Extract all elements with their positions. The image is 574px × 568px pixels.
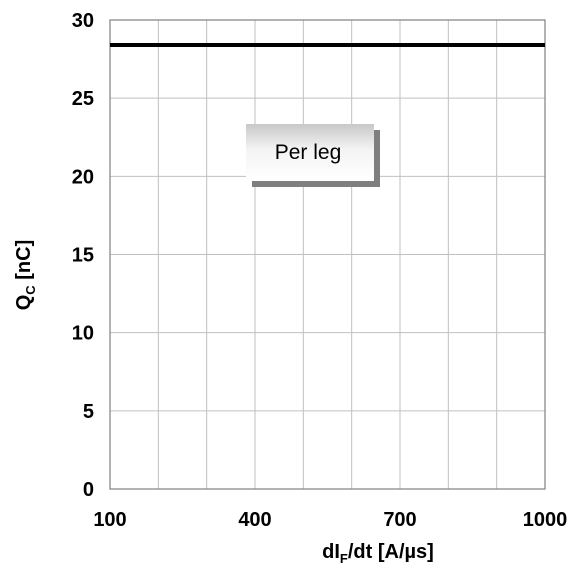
y-tick-label: 0 [83, 479, 94, 501]
x-tick-label: 100 [93, 509, 126, 531]
x-tick-label: 700 [383, 509, 416, 531]
y-tick-label: 20 [72, 166, 94, 188]
y-tick-label: 25 [72, 88, 94, 110]
annotation-box: Per leg [246, 124, 380, 187]
y-tick-label: 10 [72, 323, 94, 345]
x-axis-title: dIF/dt [A/µs] [322, 541, 434, 566]
y-tick-labels: 0 5 10 15 20 25 30 [72, 10, 94, 501]
x-tick-labels: 100 400 700 1000 [93, 509, 567, 531]
x-tick-label: 400 [238, 509, 271, 531]
plot-area-frame [109, 19, 546, 490]
annotation-text: Per leg [275, 141, 342, 164]
x-tick-label: 1000 [523, 509, 568, 531]
annotation-body [246, 124, 374, 181]
y-tick-label: 30 [72, 10, 94, 32]
y-tick-label: 5 [83, 401, 94, 423]
y-axis-title: QC [nC] [13, 240, 38, 311]
y-tick-label: 15 [72, 245, 94, 267]
grid-lines [109, 19, 546, 490]
